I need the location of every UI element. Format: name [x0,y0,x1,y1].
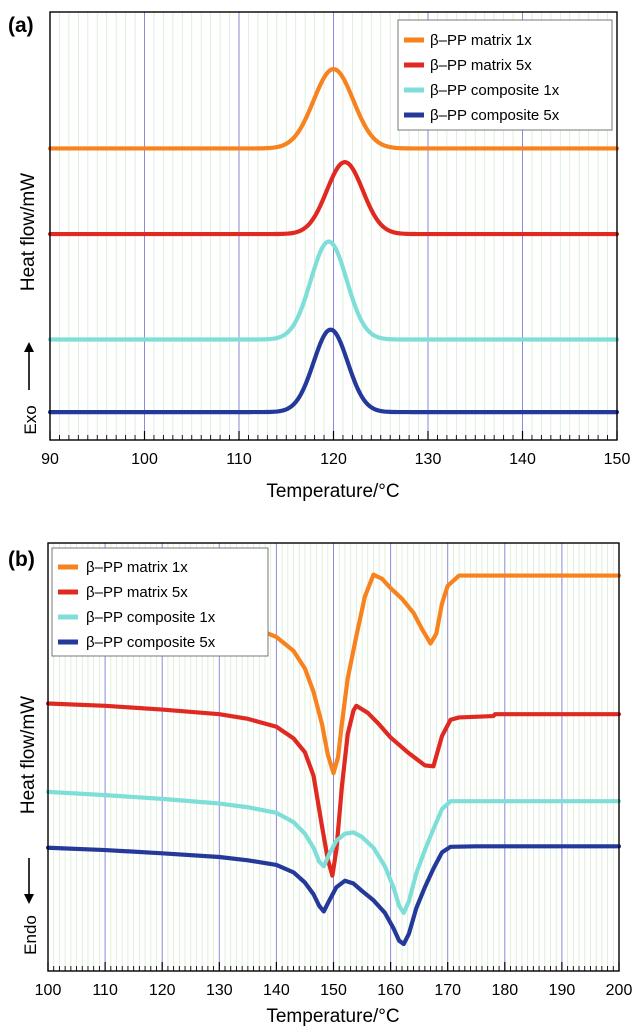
panel-b-tick-label: 100 [35,982,62,999]
legend-b-item-3: β–PP composite 5x [58,634,216,651]
panel-a-series [47,66,620,415]
panel-a-tick-label: 140 [509,451,536,468]
panel-b-tick-label: 140 [263,982,290,999]
panel-b-endo-label: Endo [21,915,40,955]
panel-a-tick-label: 90 [41,451,59,468]
panel-a-exo-arrow [24,342,34,390]
panel-a-tick-label: 110 [226,451,252,468]
legend-a-label-0: β–PP matrix 1x [430,32,532,49]
legend-b-item-0: β–PP matrix 1x [58,559,188,576]
panel-a-series-3-line [47,327,620,415]
panel-b-tick-label: 120 [149,982,176,999]
panel-b-tick-label: 110 [92,982,118,999]
legend-a-item-2: β–PP composite 1x [404,82,560,99]
panel-b-grid [53,543,614,971]
panel-b-endo-arrow [24,858,34,904]
panel-b-tick-label: 160 [377,982,404,999]
panel-a-label: (a) [8,14,34,37]
panel-a-tick-label: 100 [131,451,158,468]
legend-b-label-1: β–PP matrix 5x [86,584,188,601]
legend-b-label-3: β–PP composite 5x [86,634,216,651]
panel-b-label: (b) [8,548,35,571]
legend-b-item-1: β–PP matrix 5x [58,584,188,601]
legend-a-item-3: β–PP composite 5x [404,107,560,124]
legend-a-label-1: β–PP matrix 5x [430,57,532,74]
panel-b-tick-label: 130 [206,982,233,999]
panel-b-series-1-line [45,701,622,878]
panel-a-xlabel: Temperature/°C [266,481,399,502]
panel-a-series-2-line [47,239,620,342]
panel-b-tick-label: 180 [491,982,518,999]
panel-b-ticks: 100 110 120 130 140 150 160 170 180 190 200 [35,962,633,999]
panel-a-legend-box [397,19,613,131]
panel-a-exo-label: Exo [21,405,40,434]
legend-b-label-2: β–PP composite 1x [86,609,216,626]
legend-a-item-1: β–PP matrix 5x [404,57,532,74]
legend-b-item-2: β–PP composite 1x [58,609,216,626]
panel-a-tick-label: 150 [604,451,631,468]
panel-b-xlabel: Temperature/°C [266,1006,399,1027]
panel-b-tick-label: 170 [434,982,461,999]
panel-b-series [45,572,622,947]
panel-a-series-0-line [47,66,620,151]
panel-b-tick-label: 150 [320,982,347,999]
panel-b-legend: β–PP matrix 1x β–PP matrix 5x β–PP compo… [51,547,269,657]
panel-b-tick-label: 200 [606,982,633,999]
legend-a-label-2: β–PP composite 1x [430,82,560,99]
panel-b-series-3-line [45,844,622,947]
panel-b-tick-label: 190 [549,982,576,999]
panel-a: 90 100 110 120 130 140 150 (a) Temperature/°C … [8,11,630,502]
panel-b-series-2-line [45,789,622,915]
legend-b-label-0: β–PP matrix 1x [86,559,188,576]
panel-a-ticks: 90 100 110 120 130 140 150 [41,431,630,468]
legend-a-item-0: β–PP matrix 1x [404,32,532,49]
panel-a-ylabel: Heat flow/mW [18,173,39,291]
panel-a-legend: β–PP matrix 1x β–PP matrix 5x β–PP compo… [397,19,613,131]
panel-a-tick-label: 120 [320,451,347,468]
panel-b-ylabel: Heat flow/mW [18,696,39,814]
panel-a-series-1-line [47,160,620,237]
panel-a-tick-label: 130 [415,451,442,468]
panel-b: 100 110 120 130 140 150 160 170 180 190 200 (b) Te… [8,542,633,1027]
panel-b-series-0-line [217,572,622,776]
panel-b-legend-box [51,547,269,657]
legend-a-label-3: β–PP composite 5x [430,107,560,124]
